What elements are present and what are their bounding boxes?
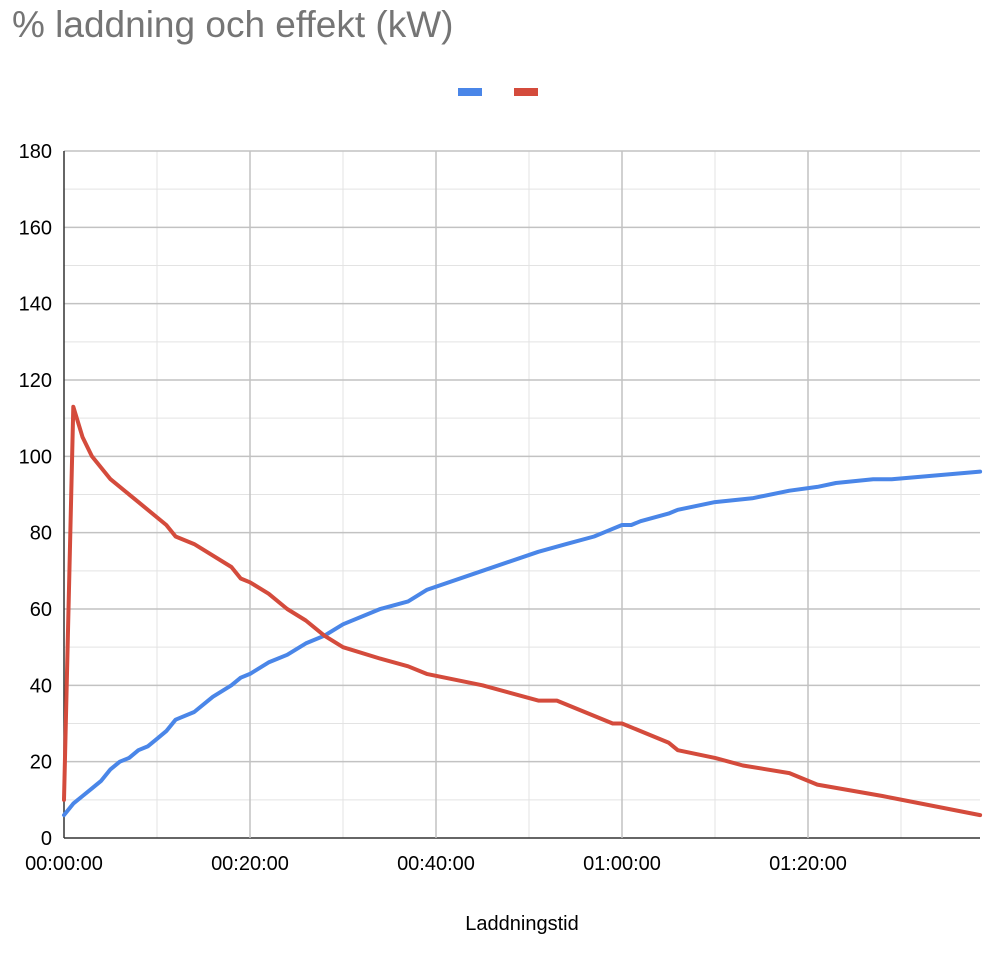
series-lines (62, 404, 983, 818)
y-tick-label: 140 (19, 294, 52, 316)
x-tick-label: 01:20:00 (769, 853, 847, 875)
x-axis-tick-labels: 00:00:00 00:20:00 00:40:00 01:00:00 01:20:00 (25, 853, 847, 875)
legend (458, 88, 538, 96)
y-axis-tick-labels: 0 20 40 60 80 100 120 140 160 180 (19, 141, 52, 850)
y-tick-label: 80 (30, 523, 52, 545)
y-tick-label: 0 (41, 828, 52, 850)
series-line-2 (62, 404, 983, 818)
legend-swatch (514, 88, 538, 96)
series-line-1 (62, 469, 983, 818)
x-tick-label: 01:00:00 (583, 853, 661, 875)
y-tick-label: 100 (19, 446, 52, 468)
x-tick-label: 00:40:00 (397, 853, 475, 875)
x-tick-label: 00:00:00 (25, 853, 103, 875)
minor-gridlines (64, 151, 980, 838)
y-tick-label: 120 (19, 370, 52, 392)
chart-title: % laddning och effekt (kW) (12, 4, 454, 45)
y-tick-label: 40 (30, 675, 52, 697)
legend-swatch (458, 88, 482, 96)
y-tick-label: 160 (19, 217, 52, 239)
major-gridlines (63, 150, 980, 839)
x-axis-title: Laddningstid (465, 913, 578, 935)
y-tick-label: 180 (19, 141, 52, 163)
y-tick-label: 20 (30, 752, 52, 774)
y-tick-label: 60 (30, 599, 52, 621)
x-tick-label: 00:20:00 (211, 853, 289, 875)
